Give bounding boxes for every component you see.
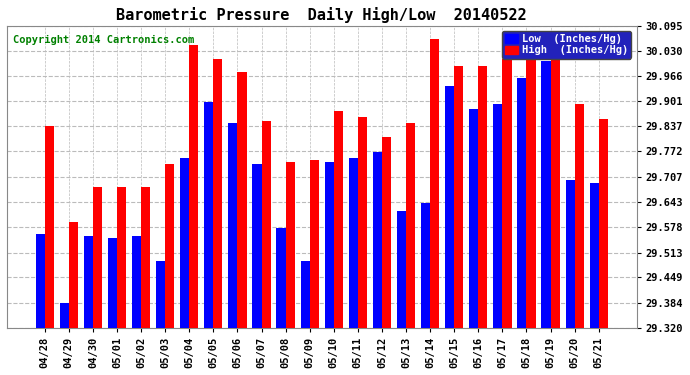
Bar (277, 228, 286, 328)
Bar (445, 86, 454, 328)
Bar (59, 303, 69, 328)
Bar (253, 164, 262, 328)
Bar (165, 164, 175, 328)
Bar (469, 110, 478, 328)
Bar (373, 152, 382, 328)
Bar (526, 39, 535, 328)
Bar (406, 123, 415, 328)
Bar (478, 66, 487, 328)
Bar (93, 188, 102, 328)
Bar (566, 180, 575, 328)
Bar (141, 188, 150, 328)
Bar (204, 102, 213, 328)
Bar (430, 39, 440, 328)
Bar (36, 234, 45, 328)
Bar (69, 222, 78, 328)
Bar (551, 32, 560, 328)
Bar (542, 61, 551, 328)
Bar (237, 72, 246, 328)
Bar (348, 158, 358, 328)
Bar (180, 158, 189, 328)
Bar (493, 104, 502, 328)
Text: Copyright 2014 Cartronics.com: Copyright 2014 Cartronics.com (13, 34, 195, 45)
Bar (83, 236, 93, 328)
Bar (324, 162, 334, 328)
Bar (589, 183, 599, 328)
Bar (117, 188, 126, 328)
Bar (454, 66, 464, 328)
Bar (334, 111, 343, 328)
Bar (397, 211, 406, 328)
Bar (228, 123, 237, 328)
Bar (599, 119, 608, 328)
Bar (310, 160, 319, 328)
Bar (502, 58, 511, 328)
Bar (213, 58, 222, 328)
Bar (156, 261, 165, 328)
Bar (575, 104, 584, 328)
Bar (301, 261, 310, 328)
Bar (518, 78, 526, 328)
Title: Barometric Pressure  Daily High/Low  20140522: Barometric Pressure Daily High/Low 20140… (117, 7, 527, 23)
Bar (382, 136, 391, 328)
Bar (132, 236, 141, 328)
Bar (108, 238, 117, 328)
Bar (262, 121, 270, 328)
Bar (358, 117, 367, 328)
Bar (421, 203, 430, 328)
Bar (189, 45, 199, 328)
Bar (286, 162, 295, 328)
Legend: Low  (Inches/Hg), High  (Inches/Hg): Low (Inches/Hg), High (Inches/Hg) (502, 31, 631, 58)
Bar (45, 126, 54, 328)
